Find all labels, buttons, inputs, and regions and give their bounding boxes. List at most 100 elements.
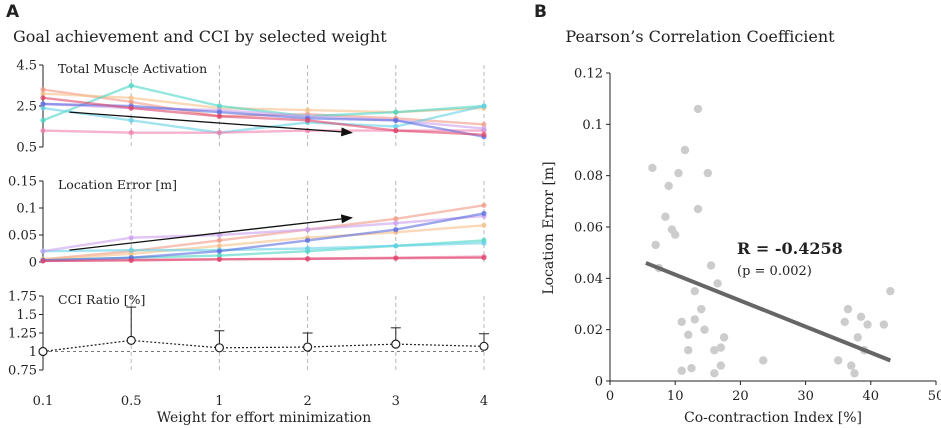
scatter-point	[680, 145, 690, 155]
scatter-point	[840, 317, 849, 327]
panel-a-x-axis: Weight for effort minimization 0.1 0.5 1 2 3…	[33, 394, 488, 426]
series-point-s5	[216, 130, 222, 136]
series-point-s3	[40, 117, 46, 123]
correlation-r-annotation: R = -0.4258	[737, 239, 843, 258]
series-point-s7	[305, 237, 311, 243]
cci-point	[38, 346, 48, 357]
cci-point	[126, 335, 136, 345]
panel-b-y-axis-title: Location Error [m]	[541, 161, 557, 294]
y-tick-label: 0.75	[8, 364, 37, 379]
series-point-s4	[481, 103, 487, 109]
series-point-s1	[393, 216, 399, 222]
series-point-s2	[128, 251, 134, 257]
y-tick-label: 2.5	[16, 100, 37, 115]
y-tick-label: 1.5	[16, 308, 37, 323]
scatter-point	[706, 261, 716, 270]
scatter-point	[693, 204, 703, 214]
scatter-point	[719, 333, 729, 342]
series-point-s7	[481, 210, 487, 216]
series-point-s2	[40, 91, 46, 97]
x-tick-label: 4	[480, 394, 488, 409]
series-point-s8	[305, 117, 311, 123]
trend-arrow	[69, 111, 353, 137]
cci-mean-line	[42, 339, 485, 353]
panel-b-x-axis-title: Co-contraction Index [%]	[684, 410, 862, 426]
series-point-s1	[481, 202, 487, 208]
scatter-point	[879, 320, 889, 329]
y-tick-label: 0.06	[574, 221, 603, 236]
cci-subplot-title: CCI Ratio [%]	[58, 292, 145, 307]
cci-point	[479, 341, 489, 351]
x-tick-label: 1	[215, 394, 223, 409]
scatter-point	[648, 163, 657, 173]
series-point-s4	[393, 123, 399, 130]
series-point-s1	[40, 87, 46, 93]
scatter-point	[834, 356, 843, 365]
scatter-point	[690, 286, 699, 296]
series-point-s3	[393, 109, 399, 115]
x-tick-label: 0	[606, 389, 614, 404]
series-point-s6	[481, 125, 487, 132]
series-point-s8	[40, 95, 46, 101]
series-line-s3	[42, 84, 485, 122]
series-line-s7	[42, 212, 485, 262]
series-point-s8	[393, 128, 399, 134]
y-tick-label: 0	[29, 256, 37, 271]
scatter-point	[664, 181, 673, 191]
series-point-s4	[128, 117, 134, 123]
series-point-s2	[216, 243, 222, 249]
panel-label-b: B	[534, 2, 547, 22]
series-point-s6	[40, 248, 46, 254]
scatter-point	[847, 361, 856, 370]
scatter-point	[886, 286, 895, 296]
series-line-s8	[42, 96, 485, 136]
series-point-s1	[216, 237, 222, 243]
x-tick-label: 20	[732, 389, 749, 404]
series-point-s3	[128, 82, 134, 89]
y-tick-label: 1	[29, 345, 37, 360]
series-point-s5	[40, 128, 46, 134]
scatter-point	[843, 304, 853, 314]
scatter-point	[690, 315, 699, 324]
y-tick-label: 1.25	[8, 327, 37, 342]
scatter-point	[677, 366, 686, 375]
series-point-s2	[481, 222, 487, 228]
scatter-point	[687, 363, 696, 373]
series-point-s4	[40, 105, 46, 111]
series-point-s6	[305, 227, 311, 233]
x-tick-label: 3	[392, 394, 400, 409]
x-tick-label: 40	[863, 389, 880, 404]
scatter-point	[853, 333, 862, 342]
y-tick-label: 0.1	[582, 118, 603, 133]
scatter-point	[651, 240, 660, 250]
correlation-p-annotation: (p = 0.002)	[737, 264, 812, 279]
scatter-point	[710, 369, 719, 378]
scatter-point	[850, 369, 859, 378]
series-point-s5	[128, 130, 134, 136]
scatter-point	[697, 304, 706, 314]
series-point-s8	[481, 255, 487, 261]
series-point-s8	[40, 258, 46, 264]
y-tick-label: 0.12	[574, 67, 603, 82]
series-line-s6	[42, 214, 485, 253]
scatter-point	[716, 343, 726, 352]
trend-arrow	[69, 214, 353, 251]
cci-point	[214, 343, 224, 353]
panel-a-x-axis-title: Weight for effort minimization	[157, 410, 372, 426]
series-point-s4	[481, 240, 487, 246]
y-tick-label: 0.05	[8, 229, 37, 244]
series-point-s8	[216, 113, 222, 119]
series-line-s1	[42, 204, 485, 261]
series-point-s7	[393, 227, 399, 233]
cci-point	[391, 339, 401, 349]
scatter-point	[713, 279, 722, 288]
scatter-point	[661, 212, 670, 221]
series-point-s1	[128, 99, 134, 105]
series-line-s8	[42, 256, 485, 263]
panel-b-title: Pearson’s Correlation Coefficient	[565, 27, 835, 46]
series-point-s3	[216, 103, 222, 109]
series-point-s7	[216, 109, 222, 115]
series-point-s8	[305, 256, 311, 262]
series-point-s2	[128, 95, 134, 101]
